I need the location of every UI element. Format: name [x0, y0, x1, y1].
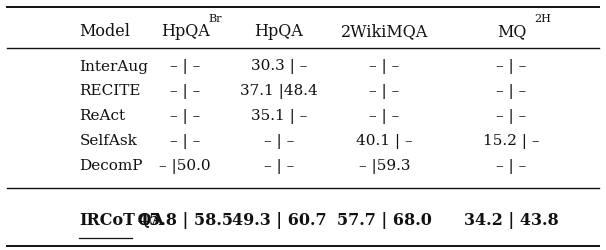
Text: – | –: – | –: [170, 59, 200, 74]
Text: – | –: – | –: [264, 158, 294, 174]
Text: HpQA: HpQA: [161, 23, 210, 40]
Text: ReAct: ReAct: [79, 109, 125, 123]
Text: – | –: – | –: [264, 134, 294, 149]
Text: SelfAsk: SelfAsk: [79, 134, 137, 148]
Text: 57.7 | 68.0: 57.7 | 68.0: [337, 212, 432, 229]
Text: – | –: – | –: [170, 134, 200, 149]
Text: Model: Model: [79, 23, 130, 40]
Text: – | –: – | –: [496, 109, 527, 124]
Text: 40.1 | –: 40.1 | –: [356, 134, 413, 149]
Text: DecomP: DecomP: [79, 159, 143, 173]
Text: QA: QA: [133, 212, 165, 229]
Text: 37.1 |48.4: 37.1 |48.4: [240, 84, 318, 99]
Text: – | –: – | –: [170, 109, 200, 124]
Text: – | –: – | –: [370, 109, 400, 124]
Text: MQ: MQ: [497, 23, 526, 40]
Text: – | –: – | –: [370, 84, 400, 99]
Text: – |59.3: – |59.3: [359, 158, 410, 174]
Text: 15.2 | –: 15.2 | –: [484, 134, 540, 149]
Text: 30.3 | –: 30.3 | –: [251, 59, 307, 74]
Text: – | –: – | –: [370, 59, 400, 74]
Text: IRCoT: IRCoT: [79, 212, 135, 229]
Text: 45.8 | 58.5: 45.8 | 58.5: [138, 212, 233, 229]
Text: Br: Br: [208, 14, 222, 24]
Text: – | –: – | –: [496, 158, 527, 174]
Text: – | –: – | –: [170, 84, 200, 99]
Text: 2H: 2H: [534, 14, 551, 24]
Text: 2WikiMQA: 2WikiMQA: [341, 23, 428, 40]
Text: InterAug: InterAug: [79, 60, 148, 74]
Text: RECITE: RECITE: [79, 84, 141, 98]
Text: – |50.0: – |50.0: [159, 158, 211, 174]
Text: 49.3 | 60.7: 49.3 | 60.7: [231, 212, 326, 229]
Text: 34.2 | 43.8: 34.2 | 43.8: [464, 212, 559, 229]
Text: – | –: – | –: [496, 84, 527, 99]
Text: – | –: – | –: [496, 59, 527, 74]
Text: 35.1 | –: 35.1 | –: [251, 109, 307, 124]
Text: HpQA: HpQA: [255, 23, 303, 40]
